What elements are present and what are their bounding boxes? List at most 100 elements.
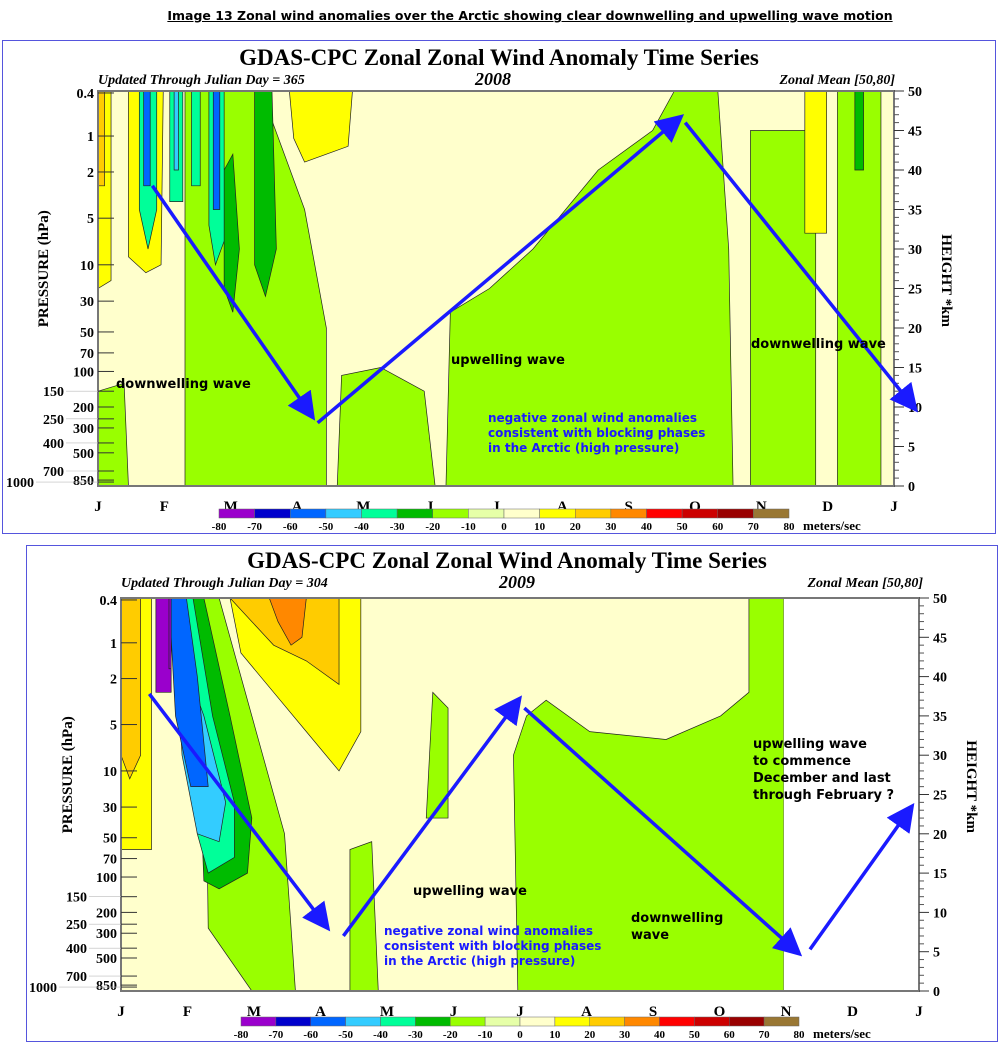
- colorbar-label: 20: [570, 521, 582, 533]
- pressure-tick-label: 100: [96, 871, 117, 886]
- month-tick-label: D: [822, 499, 833, 515]
- colorbar-label: -50: [319, 521, 334, 533]
- anomaly-region: [168, 598, 209, 787]
- annotation: downwelling wave: [631, 910, 723, 944]
- height-tick-label: 10: [933, 906, 947, 921]
- anomaly-region: [98, 91, 105, 187]
- anomaly-region: [425, 691, 449, 819]
- colorbar-label: 30: [619, 1029, 631, 1041]
- annotation-line: upwelling wave: [413, 884, 527, 899]
- contour-plot: 0.41251030507010015020025030040050070085…: [6, 85, 954, 533]
- pressure-tick-label: 700: [66, 970, 87, 985]
- colorbar-swatch: [310, 1016, 346, 1027]
- colorbar-swatch: [519, 1016, 556, 1027]
- colorbar-label: -10: [478, 1029, 493, 1041]
- height-tick-label: 35: [908, 204, 922, 219]
- colorbar-label: 40: [641, 521, 653, 533]
- colorbar-swatch: [659, 1016, 695, 1027]
- colorbar-swatch: [729, 1016, 765, 1027]
- colorbar-swatch: [717, 508, 754, 519]
- wave-arrow: [147, 692, 331, 932]
- annotation-line: consistent with blocking phases: [384, 939, 602, 953]
- colorbar-label: -60: [283, 521, 298, 533]
- updated-through-label: Updated Through Julian Day = 365: [98, 73, 305, 88]
- anomaly-region: [203, 598, 296, 991]
- pressure-tick-label: 1: [87, 130, 94, 145]
- colorbar-label: -30: [390, 521, 405, 533]
- colorbar-swatch: [646, 508, 683, 519]
- pressure-tick-label: 200: [96, 906, 117, 921]
- colorbar-swatch: [589, 1016, 625, 1027]
- anomaly-region: [349, 841, 379, 991]
- colorbar-label: -10: [461, 521, 476, 533]
- colorbar-swatch: [694, 1016, 730, 1027]
- wave-arrow: [808, 802, 915, 951]
- annotation-line: negative zonal wind anomalies: [488, 411, 698, 425]
- colorbar-swatch: [380, 1016, 416, 1027]
- colorbar-swatch: [218, 508, 255, 519]
- height-tick-label: 15: [933, 867, 947, 882]
- month-tick-label: S: [624, 499, 632, 515]
- pressure-tick-label: 30: [103, 801, 117, 816]
- pressure-tick-label: 1000: [29, 981, 57, 996]
- month-tick-label: J: [450, 1004, 458, 1020]
- pressure-tick-label: 300: [96, 927, 117, 942]
- y2-axis-label: HEIGHT *km: [938, 234, 954, 327]
- pressure-tick-label: 500: [73, 447, 94, 462]
- month-tick-label: F: [183, 1004, 192, 1020]
- colorbar-swatch: [275, 1016, 311, 1027]
- annotation-line: wave: [631, 928, 670, 943]
- chart-title: GDAS-CPC Zonal Zonal Wind Anomaly Time S…: [239, 45, 759, 70]
- annotation-line: negative zonal wind anomalies: [384, 924, 594, 938]
- month-tick-label: J: [117, 1004, 125, 1020]
- anomaly-region: [121, 598, 141, 780]
- height-tick-label: 20: [908, 322, 922, 337]
- pressure-tick-label: 300: [73, 422, 94, 437]
- height-tick-label: 50: [933, 592, 947, 607]
- colorbar-label: -40: [373, 1029, 388, 1041]
- colorbar-label: -20: [425, 521, 440, 533]
- colorbar-label: -50: [338, 1029, 353, 1041]
- colorbar-swatch: [396, 508, 433, 519]
- anomaly-region: [191, 91, 201, 187]
- month-tick-label: A: [581, 1004, 592, 1020]
- month-tick-label: N: [781, 1004, 792, 1020]
- colorbar-label: 30: [605, 521, 617, 533]
- month-tick-label: J: [915, 1004, 923, 1020]
- colorbar-swatch: [325, 508, 362, 519]
- pressure-tick-label: 1000: [6, 476, 34, 491]
- annotation-line: in the Arctic (high pressure): [488, 441, 680, 455]
- colorbar-label: 50: [677, 521, 689, 533]
- height-tick-label: 40: [908, 164, 922, 179]
- annotation-line: December and last: [753, 771, 891, 786]
- colorbar-label: 40: [654, 1029, 666, 1041]
- annotation: downwelling wave: [116, 377, 251, 392]
- y-axis-label: PRESSURE (hPa): [60, 716, 76, 833]
- colorbar-label: -20: [443, 1029, 458, 1041]
- colorbar-swatch: [539, 508, 576, 519]
- anomaly-region: [223, 152, 240, 313]
- month-tick-label: A: [315, 1004, 326, 1020]
- colorbar-swatch: [254, 508, 291, 519]
- anomaly-region: [254, 91, 277, 298]
- month-tick-label: A: [557, 499, 568, 515]
- colorbar-label: -80: [234, 1029, 249, 1041]
- pressure-tick-label: 5: [87, 212, 94, 227]
- colorbar-label: -40: [354, 521, 369, 533]
- height-tick-label: 50: [908, 85, 922, 100]
- annotation-line: upwelling wave: [451, 353, 565, 368]
- annotation-line: through February ?: [753, 788, 895, 803]
- month-tick-label: S: [649, 1004, 657, 1020]
- month-tick-label: J: [94, 499, 102, 515]
- annotation: negative zonal wind anomalies consistent …: [384, 924, 601, 969]
- month-tick-label: M: [247, 1004, 261, 1020]
- zonal-mean-label: Zonal Mean [50,80]: [807, 576, 924, 591]
- colorbar-label: 50: [689, 1029, 701, 1041]
- height-tick-label: 0: [933, 985, 940, 1000]
- pressure-tick-label: 70: [80, 347, 94, 362]
- figure-caption: Image 13 Zonal wind anomalies over the A…: [167, 8, 893, 23]
- chart-panel-2008: GDAS-CPC Zonal Zonal Wind Anomaly Time S…: [2, 40, 996, 534]
- wave-arrow: [523, 706, 803, 957]
- height-tick-label: 30: [908, 243, 922, 258]
- height-tick-label: 45: [908, 125, 922, 140]
